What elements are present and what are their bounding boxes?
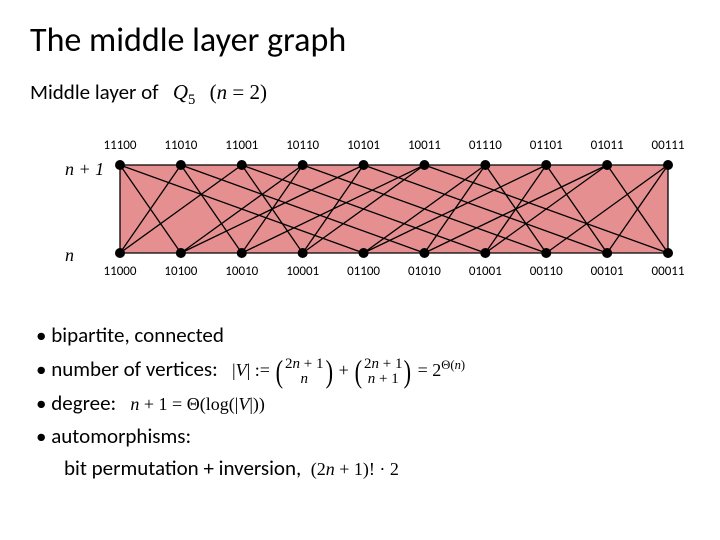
- row-label-top: n + 1: [65, 159, 104, 180]
- graph-node: [298, 160, 308, 170]
- bullet-automorphisms: automorphisms: bit permutation + inversi…: [36, 420, 690, 485]
- page-title: The middle layer graph: [30, 20, 690, 61]
- bot-node-label: 00101: [591, 264, 624, 279]
- graph-node: [480, 160, 490, 170]
- graph-node: [602, 160, 612, 170]
- subtitle-paren: (n = 2): [210, 80, 267, 104]
- graph-node: [237, 248, 247, 258]
- subtitle-prefix: Middle layer of: [30, 79, 159, 105]
- graph-svg: 11100 11000 11010 10100 11001 10010 10110 10001…: [30, 119, 690, 299]
- subtitle: Middle layer of Q5 (n = 2): [30, 79, 690, 109]
- bit-permutation-text: bit permutation: [64, 455, 199, 481]
- top-node-label: 11100: [104, 138, 137, 153]
- graph-node: [602, 248, 612, 258]
- graph-node: [663, 160, 673, 170]
- graph-node: [541, 248, 551, 258]
- graph-node: [176, 160, 186, 170]
- graph-node: [541, 160, 551, 170]
- bot-node-label: 10100: [164, 264, 197, 279]
- graph-node: [298, 248, 308, 258]
- top-node-label: 10110: [286, 138, 319, 153]
- top-node-label: 01011: [591, 138, 624, 153]
- graph-node: [237, 160, 247, 170]
- subtitle-q: Q: [173, 80, 188, 104]
- graph-node: [480, 248, 490, 258]
- bot-node-label: 01010: [408, 264, 441, 279]
- bullet-list: bipartite, connected number of vertices:…: [30, 319, 690, 485]
- row-label-bot: n: [65, 245, 74, 266]
- graph-node: [115, 248, 125, 258]
- graph-node: [359, 160, 369, 170]
- top-node-label: 01101: [530, 138, 563, 153]
- top-node-label: 10011: [408, 138, 441, 153]
- graph-area: n + 1 n 11100 11000 11010 10100 11001 10010 10…: [30, 119, 690, 299]
- degree-formula: n + 1 = Θ(log(|V|)): [130, 394, 265, 414]
- bullet-vertices: number of vertices: |V| := (2n + 1n) + (…: [36, 353, 690, 387]
- bot-node-label: 00011: [652, 264, 685, 279]
- top-node-label: 00111: [652, 138, 685, 153]
- bullet-auto-label: automorphisms:: [51, 423, 191, 449]
- graph-node: [419, 248, 429, 258]
- bullet-vertices-label: number of vertices:: [51, 356, 218, 382]
- graph-node: [115, 160, 125, 170]
- graph-node: [176, 248, 186, 258]
- bot-node-label: 01100: [347, 264, 380, 279]
- top-node-label: 11001: [225, 138, 258, 153]
- vertices-formula: |V| := (2n + 1n) + (2n + 1n + 1) = 2Θ(n): [232, 360, 465, 380]
- bullet-degree-label: degree:: [51, 390, 116, 416]
- bot-node-label: 10010: [225, 264, 258, 279]
- bullet-degree: degree: n + 1 = Θ(log(|V|)): [36, 387, 690, 421]
- top-node-label: 01110: [469, 138, 502, 153]
- graph-node: [359, 248, 369, 258]
- top-node-label: 10101: [347, 138, 380, 153]
- graph-node: [419, 160, 429, 170]
- bot-node-label: 01001: [469, 264, 502, 279]
- bullet-bipartite: bipartite, connected: [36, 319, 690, 353]
- bot-node-label: 00110: [530, 264, 563, 279]
- top-node-label: 11010: [164, 138, 197, 153]
- inversion-text: + inversion,: [199, 455, 302, 481]
- bot-node-label: 10001: [286, 264, 319, 279]
- subtitle-q-sub: 5: [188, 92, 195, 108]
- bot-node-label: 11000: [104, 264, 137, 279]
- graph-node: [663, 248, 673, 258]
- auto-formula: (2n + 1)! · 2: [311, 459, 399, 479]
